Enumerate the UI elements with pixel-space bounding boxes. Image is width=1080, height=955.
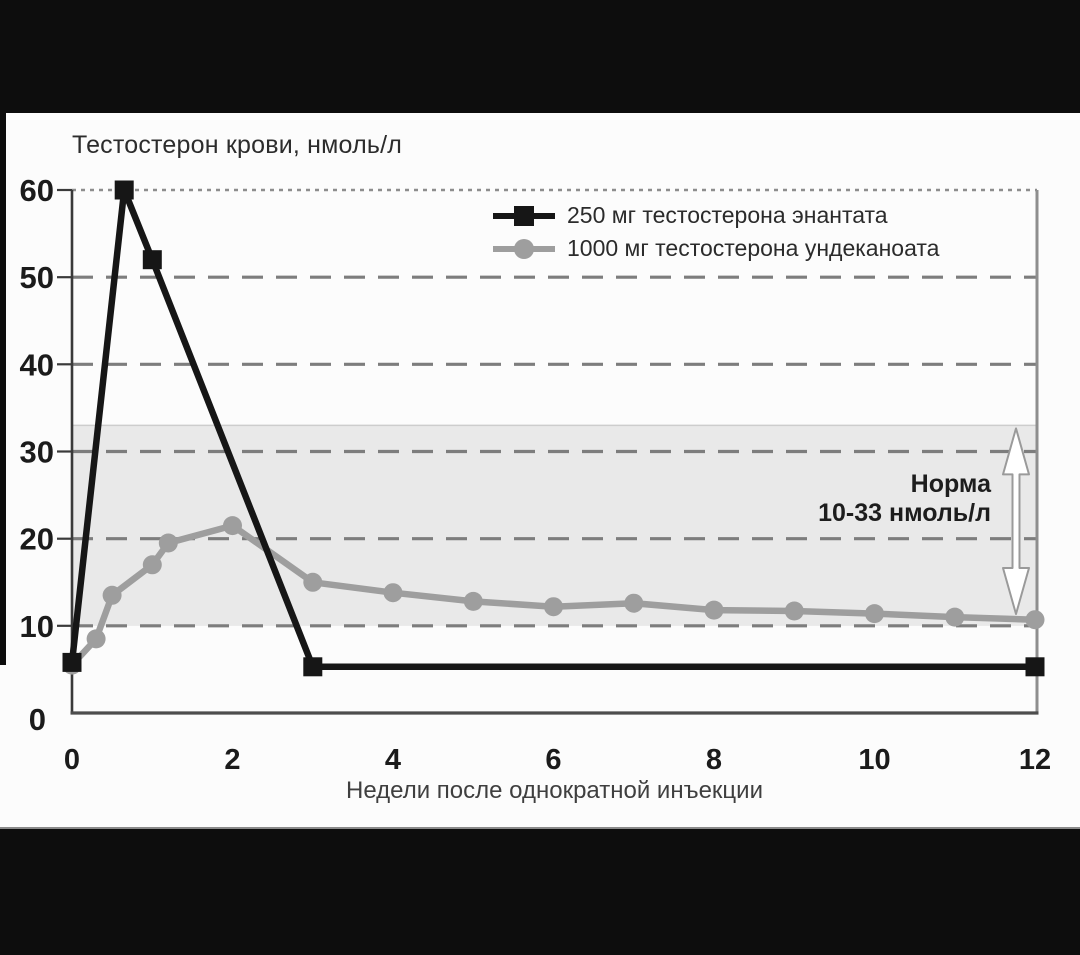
x-tick-label-6: 6 — [545, 744, 561, 776]
legend-swatch-enanthate — [493, 205, 555, 227]
circle-marker-icon — [514, 238, 534, 259]
data-point-enanthate-250 — [142, 250, 162, 270]
data-point-undecanoate-1000 — [223, 516, 242, 536]
x-tick-label-10: 10 — [858, 744, 890, 776]
square-marker-icon — [514, 205, 534, 226]
data-point-undecanoate-1000 — [1025, 610, 1045, 630]
legend-label-enanthate: 250 мг тестостерона энантата — [567, 202, 888, 228]
data-point-undecanoate-1000 — [303, 572, 323, 592]
data-point-undecanoate-1000 — [158, 533, 178, 553]
data-point-enanthate-250 — [114, 180, 134, 200]
data-point-undecanoate-1000 — [865, 604, 884, 624]
y-tick-label-60: 60 — [20, 173, 54, 208]
chart-plot-area: 0 10 20 30 40 50 60 0 2 4 6 8 10 12 — [20, 173, 1052, 776]
data-point-enanthate-250 — [62, 652, 82, 672]
data-point-enanthate-250 — [1025, 657, 1045, 677]
chart-title: Тестостерон крови, нмоль/л — [72, 131, 403, 159]
x-tick-label-8: 8 — [706, 744, 722, 776]
data-point-undecanoate-1000 — [945, 607, 965, 627]
y-tick-label-0: 0 — [29, 702, 46, 737]
left-edge-strip — [0, 113, 6, 665]
x-axis-caption: Недели после однократной инъекции — [346, 777, 763, 804]
x-tick-label-4: 4 — [385, 744, 401, 776]
data-point-undecanoate-1000 — [463, 591, 483, 611]
data-point-undecanoate-1000 — [383, 583, 403, 603]
y-tick-label-10: 10 — [20, 609, 54, 644]
normal-range-label-line1: Норма — [910, 470, 991, 498]
x-tick-label-2: 2 — [224, 744, 240, 776]
y-tick-label-20: 20 — [20, 522, 54, 557]
chart-legend: 250 мг тестостерона энантата 1000 мг тес… — [493, 199, 939, 265]
legend-label-undecanoate: 1000 мг тестостерона ундеканоата — [567, 235, 940, 261]
normal-range-arrow-icon — [1002, 427, 1030, 615]
legend-row-undecanoate: 1000 мг тестостерона ундеканоата — [493, 232, 939, 265]
y-tick-label-40: 40 — [20, 347, 54, 382]
data-point-undecanoate-1000 — [784, 601, 804, 621]
data-point-undecanoate-1000 — [102, 585, 122, 605]
figure-panel: 0 10 20 30 40 50 60 0 2 4 6 8 10 12 Тестостерон крови… — [0, 113, 1080, 829]
data-point-undecanoate-1000 — [86, 629, 106, 649]
legend-swatch-undecanoate — [493, 238, 555, 260]
data-point-undecanoate-1000 — [704, 600, 724, 620]
data-point-undecanoate-1000 — [624, 593, 644, 613]
data-point-enanthate-250 — [303, 657, 323, 677]
normal-range-label-line2: 10-33 нмоль/л — [818, 499, 991, 527]
legend-row-enanthate: 250 мг тестостерона энантата — [493, 199, 939, 232]
data-point-undecanoate-1000 — [142, 555, 162, 575]
x-tick-label-0: 0 — [64, 744, 80, 776]
data-point-undecanoate-1000 — [544, 597, 563, 617]
x-tick-label-12: 12 — [1019, 744, 1051, 776]
normal-range-label: Норма 10-33 нмоль/л — [818, 470, 991, 528]
series-line-undecanoate-1000 — [68, 522, 1039, 669]
y-tick-label-30: 30 — [20, 435, 54, 470]
y-tick-label-50: 50 — [20, 260, 54, 295]
